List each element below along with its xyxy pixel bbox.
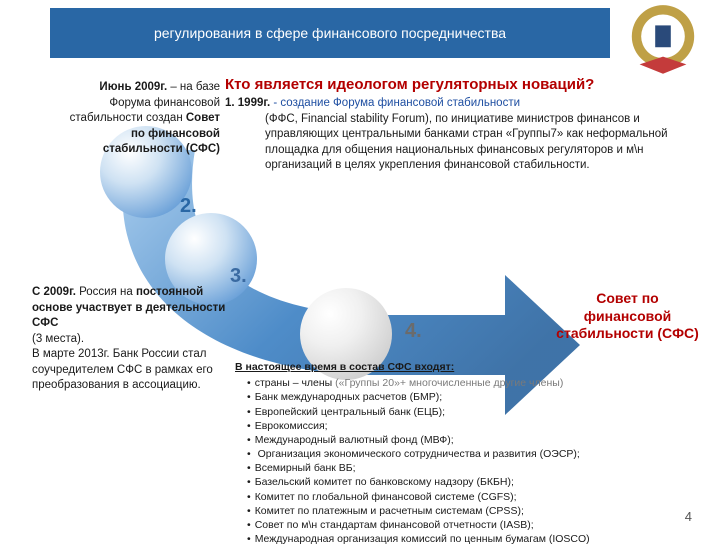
members-item: Комитет по платежным и расчетным система… xyxy=(247,504,675,518)
members-item: Совет по м\н стандартам финансовой отчет… xyxy=(247,518,675,532)
members-list: страны – члены («Группы 20»+ многочислен… xyxy=(235,376,675,546)
marker-4: 4. xyxy=(405,320,422,343)
s1-body: (ФФС, Financial stability Forum), по ини… xyxy=(225,112,690,174)
right-sfs-label: Совет по финансовой стабильности (СФС) xyxy=(555,290,700,343)
members-item: Всемирный банк ВБ; xyxy=(247,461,675,475)
university-logo xyxy=(624,2,702,80)
marker-2: 2. xyxy=(180,195,197,218)
left-block-1: Июнь 2009г. – на базе Форума финансовой … xyxy=(55,80,220,158)
marker-3: 3. xyxy=(230,265,247,288)
left2-t1: Россия на xyxy=(76,286,136,298)
members-item: Еврокомиссия; xyxy=(247,419,675,433)
members-item: Организация экономического сотрудничеств… xyxy=(247,447,675,461)
left-block-2: С 2009г. Россия на постоянной основе уча… xyxy=(32,285,232,394)
main-heading: Кто является идеологом регуляторных нова… xyxy=(225,76,695,93)
members-item: Международный валютный фонд (МВФ); xyxy=(247,433,675,447)
s1-lead-bold: 1. 1999г. xyxy=(225,97,270,109)
members-heading: В настоящее время в состав СФС входят: xyxy=(235,361,454,373)
left1-date: Июнь 2009г. xyxy=(99,81,167,93)
left2-t2: (3 места). xyxy=(32,333,84,345)
members-item: Европейский центральный банк (ЕЦБ); xyxy=(247,405,675,419)
header-bar: регулирования в сфере финансового посред… xyxy=(50,8,610,58)
s1-lead-blue: - создание Форума финансовой стабильност… xyxy=(270,97,520,109)
members-block: В настоящее время в состав СФС входят: с… xyxy=(235,360,675,546)
members-item: Банк международных расчетов (БМР); xyxy=(247,390,675,404)
members-item: страны – члены («Группы 20»+ многочислен… xyxy=(247,376,675,390)
header-title: регулирования в сфере финансового посред… xyxy=(154,25,506,41)
page-number: 4 xyxy=(685,509,692,524)
members-item: Базельский комитет по банковскому надзор… xyxy=(247,475,675,489)
section-1: 1. 1999г. - создание Форума финансовой с… xyxy=(225,96,690,174)
members-item: Комитет по глобальной финансовой системе… xyxy=(247,490,675,504)
left2-t3: В марте 2013г. Банк России стал соучреди… xyxy=(32,348,213,391)
left2-b1: С 2009г. xyxy=(32,286,76,298)
members-item: Международная организация комиссий по це… xyxy=(247,532,675,546)
